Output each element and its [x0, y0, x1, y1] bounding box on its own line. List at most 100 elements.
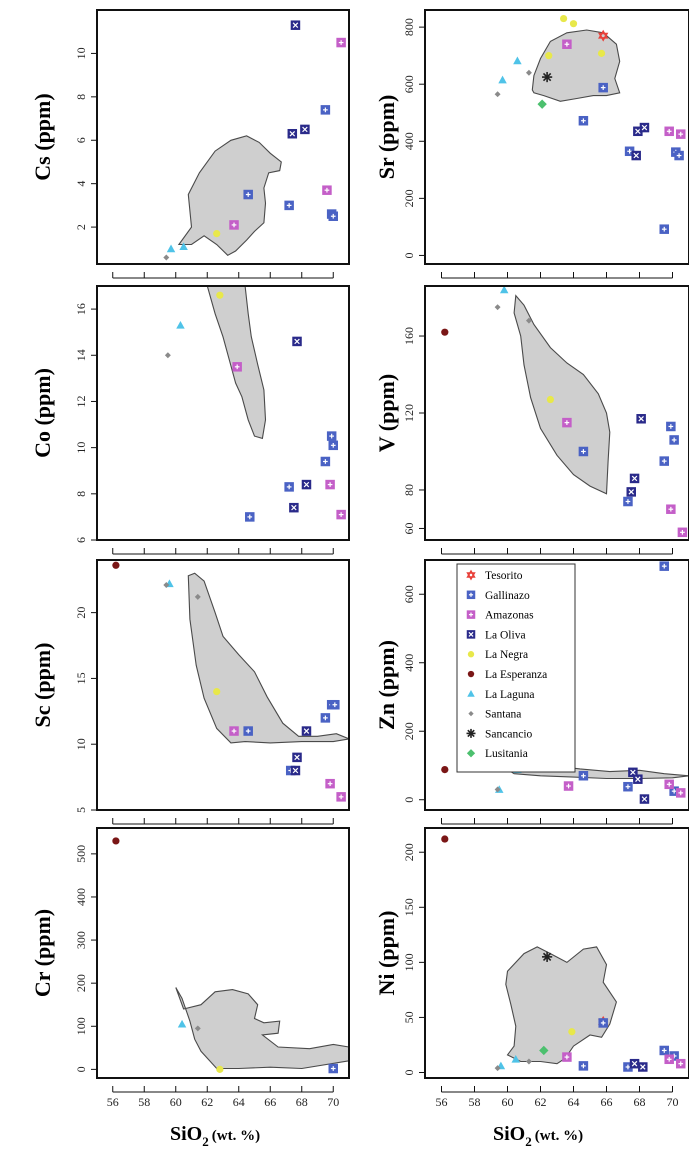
sr-point-la-negra [559, 14, 568, 23]
cs-point-la-laguna [179, 242, 188, 251]
sr-point-la-negra [569, 20, 578, 28]
cr-field-polygon [175, 987, 349, 1070]
x-axis-title-right: SiO2 (wt. %) [493, 1123, 583, 1149]
legend-item-santana: Santana [468, 709, 521, 721]
cr-point-la-laguna [177, 1019, 187, 1028]
legend-marker-tesorito [466, 569, 476, 581]
cr-point-gallinazo [328, 1063, 338, 1074]
ni-point-la-negra [568, 1028, 576, 1036]
cs-plot-frame [96, 9, 350, 265]
sc-point-la-oliva [290, 765, 301, 776]
ni-xtick-label: 64 [568, 1095, 580, 1109]
ni-field-polygon [505, 946, 618, 1065]
panel-ni: 0 50 100 150 200 56 58 60 62 64 66 68 70 Ni (ppm) [374, 827, 689, 1109]
cr-ytick-label: 500 [74, 845, 88, 863]
cr-ytick-label: 300 [74, 931, 88, 949]
sc-point-gallinazo [243, 726, 253, 736]
cr-point-la-negra [216, 1065, 224, 1073]
ni-y-axis-label: Ni (ppm) [374, 911, 399, 996]
sr-point-la-laguna [498, 75, 507, 84]
ni-point-gallinazo [578, 1061, 589, 1071]
zn-point-la-oliva [628, 767, 638, 778]
co-point-amazonas [336, 509, 346, 520]
sc-point-amazonas [325, 778, 335, 789]
sr-point-amazonas [664, 126, 674, 137]
zn-point-santana [494, 786, 501, 793]
cr-xtick-label: 70 [327, 1095, 339, 1109]
v-ytick-label: 160 [402, 327, 416, 345]
v-point-la-laguna [499, 286, 509, 294]
panel-cs: 2 4 6 8 10 Cs (ppm) [30, 9, 350, 279]
ni-point-la-oliva [629, 1058, 640, 1069]
sr-point-la-oliva [639, 122, 650, 133]
sr-point-gallinazo [578, 115, 589, 126]
v-point-santana [525, 317, 532, 324]
legend-label: Amazonas [485, 610, 534, 622]
sr-point-lusitania [537, 99, 547, 109]
sr-point-amazonas [676, 129, 686, 139]
legend-label: La Oliva [485, 629, 526, 641]
zn-point-amazonas [676, 788, 686, 798]
sc-point-la-negra [213, 687, 221, 696]
legend-label: Tesorito [485, 570, 523, 582]
v-point-la-oliva [626, 487, 636, 497]
legend-label: La Laguna [485, 689, 535, 701]
v-point-amazonas [677, 527, 688, 538]
co-point-gallinazo [326, 431, 337, 441]
co-ytick-label: 16 [74, 303, 88, 315]
cs-ytick-label: 6 [74, 137, 88, 143]
ni-ytick-label: 200 [402, 843, 416, 861]
sc-ytick-label: 20 [74, 607, 88, 619]
sr-plot-frame [424, 9, 689, 265]
cs-ytick-label: 8 [74, 94, 88, 100]
legend-label: Gallinazo [485, 590, 530, 602]
ni-xtick-label: 66 [601, 1095, 613, 1109]
sc-point-gallinazo [330, 699, 340, 710]
v-ytick-label: 80 [402, 484, 416, 496]
sc-plot-frame [96, 559, 350, 811]
sr-point-la-negra [597, 49, 606, 57]
v-point-santana [494, 304, 501, 311]
cr-xtick-label: 66 [264, 1095, 276, 1109]
cr-point-la-esperanza [112, 837, 120, 845]
ni-point-la-esperanza [441, 835, 449, 843]
legend-item-la-oliva: La Oliva [466, 629, 526, 641]
legend-item-gallinazo: Gallinazo [466, 590, 530, 602]
panel-v: 60 80 120 160 V (ppm) [374, 285, 689, 555]
zn-point-la-esperanza [441, 765, 449, 774]
cs-point-gallinazo [243, 189, 253, 200]
sr-point-la-laguna [513, 56, 522, 65]
co-point-amazonas [325, 479, 335, 490]
ni-xtick-label: 58 [469, 1095, 481, 1109]
legend-marker-gallinazo [466, 590, 476, 600]
cr-xtick-label: 56 [107, 1095, 119, 1109]
zn-point-la-oliva [633, 774, 643, 784]
ni-xtick-label: 60 [502, 1095, 514, 1109]
v-point-la-oliva [629, 473, 640, 484]
zn-point-la-oliva [639, 794, 650, 804]
co-point-la-negra [216, 291, 224, 299]
cs-point-la-laguna [166, 244, 176, 253]
v-point-gallinazo [669, 435, 679, 445]
ni-point-amazonas [562, 1052, 572, 1062]
cs-point-amazonas [229, 220, 239, 230]
co-point-santana [164, 352, 171, 359]
legend-label: Sancancio [485, 728, 533, 740]
zn-ytick-label: 0 [402, 797, 416, 803]
v-point-gallinazo [659, 456, 669, 466]
sc-ytick-label: 10 [74, 738, 88, 750]
x-axis-titles: SiO2 (wt. %) SiO2 (wt. %) [170, 1123, 583, 1149]
ni-point-amazonas [676, 1058, 686, 1069]
ni-ytick-label: 100 [402, 953, 416, 971]
legend-item-amazonas: Amazonas [466, 610, 534, 622]
sr-field-polygon [531, 29, 621, 102]
ni-point-santana [525, 1058, 532, 1065]
legend-label: La Esperanza [485, 669, 547, 681]
sc-point-gallinazo [320, 713, 331, 723]
co-point-gallinazo [320, 456, 331, 467]
legend-marker-la-oliva [466, 630, 476, 639]
cs-point-amazonas [322, 185, 332, 195]
panel-sc: 5 10 15 20 Sc (ppm) [30, 559, 350, 825]
co-point-la-laguna [176, 321, 185, 329]
co-ytick-label: 10 [74, 442, 88, 454]
